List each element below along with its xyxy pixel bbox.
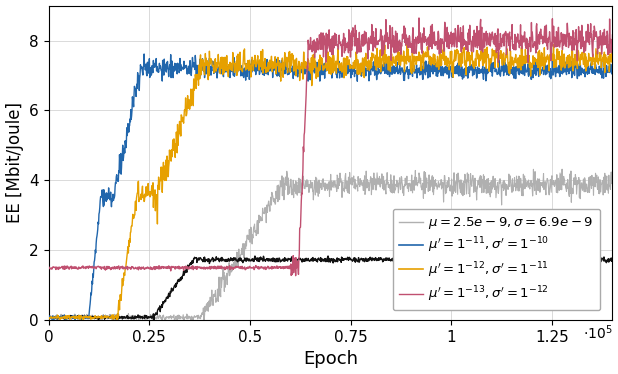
- X-axis label: Epoch: Epoch: [303, 350, 358, 368]
- Legend: $\mu = 2.5e-9, \sigma = 6.9e-9$, $\mu' = 1^{-11}, \sigma' = 1^{-10}$, $\mu' = 1^: $\mu = 2.5e-9, \sigma = 6.9e-9$, $\mu' =…: [393, 209, 600, 310]
- Text: $\cdot10^5$: $\cdot10^5$: [583, 323, 612, 342]
- Y-axis label: EE [Mbit/Joule]: EE [Mbit/Joule]: [6, 102, 23, 223]
